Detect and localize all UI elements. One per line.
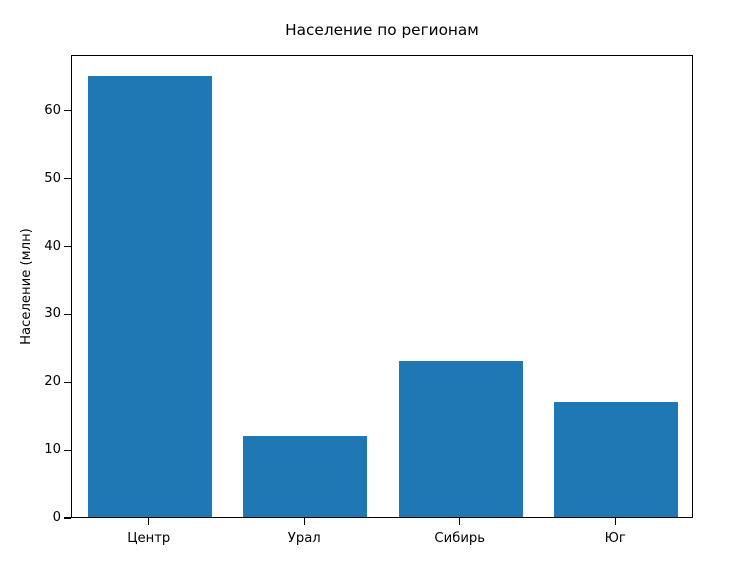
y-tick-mark: [64, 517, 71, 519]
y-tick-mark: [64, 246, 71, 248]
bar: [243, 435, 368, 517]
y-tick-label: 0: [52, 510, 61, 525]
y-tick-label: 20: [44, 374, 61, 390]
x-tick-label: Юг: [604, 531, 626, 546]
y-tick-mark: [64, 313, 71, 315]
x-tick-mark: [459, 518, 461, 525]
y-tick-label: 30: [44, 306, 61, 322]
y-axis-label: Население (млн): [19, 228, 34, 345]
y-tick-label: 50: [44, 170, 61, 186]
bar: [554, 401, 679, 517]
bar: [87, 76, 212, 517]
bars-layer: [72, 56, 692, 517]
x-tick-mark: [303, 518, 305, 525]
y-tick-label: 10: [44, 442, 61, 458]
x-tick-mark: [614, 518, 616, 525]
x-tick-label: Урал: [287, 531, 321, 546]
chart-title: Население по регионам: [285, 21, 479, 39]
x-tick-mark: [148, 518, 150, 525]
plot-area: [71, 55, 693, 518]
y-tick-label: 60: [44, 102, 61, 118]
x-tick-label: Сибирь: [434, 531, 486, 546]
y-tick-mark: [64, 449, 71, 451]
y-tick-mark: [64, 178, 71, 180]
y-tick-mark: [64, 381, 71, 383]
y-tick-label: 40: [44, 238, 61, 254]
x-tick-label: Центр: [127, 531, 171, 546]
bar: [398, 360, 523, 517]
y-tick-mark: [64, 110, 71, 112]
